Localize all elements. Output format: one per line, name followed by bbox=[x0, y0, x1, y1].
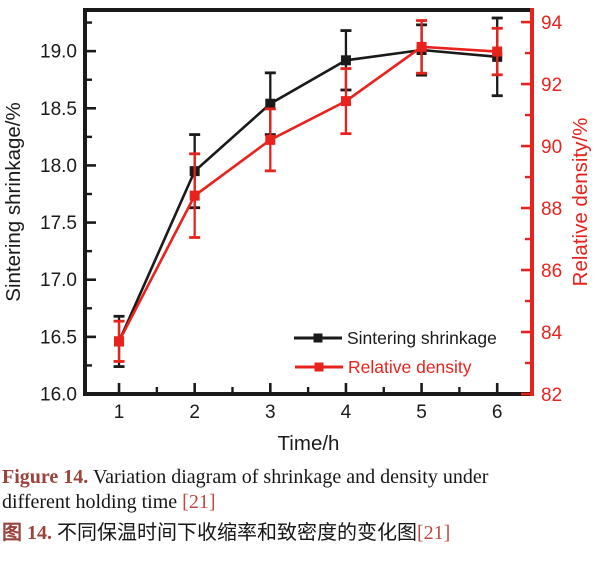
right-axis-tick-label: 84 bbox=[541, 323, 563, 344]
x-axis-tick-label: 1 bbox=[114, 402, 125, 423]
right-axis-tick-label: 86 bbox=[541, 261, 562, 282]
x-axis-tick-label: 6 bbox=[492, 402, 503, 423]
left-axis-tick-label: 17.5 bbox=[40, 213, 77, 234]
data-point-marker bbox=[340, 96, 351, 107]
caption-text-zh: 不同保温时间下收缩率和致密度的变化图 bbox=[57, 522, 417, 544]
left-axis-tick-label: 16.0 bbox=[40, 385, 77, 406]
figure-caption-en: Figure 14. Variation diagram of shrinkag… bbox=[2, 465, 600, 515]
right-axis-tick-label: 90 bbox=[541, 137, 562, 158]
caption-text-en-line1: Variation diagram of shrinkage and densi… bbox=[92, 466, 489, 488]
x-axis-tick-label: 3 bbox=[265, 402, 276, 423]
x-axis-tick-label: 5 bbox=[416, 402, 427, 423]
right-axis: 82 84 86 88 90 92 94 Relative density/% bbox=[521, 8, 592, 406]
right-axis-tick-label: 88 bbox=[541, 199, 562, 220]
data-point-marker bbox=[265, 98, 276, 109]
data-point-marker bbox=[114, 336, 125, 347]
left-axis-tick-label: 19.0 bbox=[40, 42, 77, 63]
data-point-marker bbox=[340, 55, 351, 66]
chart-area: 16.0 16.5 17.0 17.5 18.0 18.5 19.0 Sintering sh… bbox=[2, 8, 592, 455]
data-point-marker bbox=[416, 41, 427, 52]
left-axis-title: Sintering shrinkage/% bbox=[2, 102, 25, 301]
data-point-marker bbox=[265, 134, 276, 145]
legend-marker bbox=[313, 333, 323, 343]
figure-label-zh: 图 14. bbox=[2, 522, 52, 544]
legend-label: Relative density bbox=[348, 357, 472, 377]
figure-caption-zh: 图 14. 不同保温时间下收缩率和致密度的变化图[21] bbox=[2, 521, 600, 546]
series-relative-density bbox=[113, 19, 503, 363]
caption-text-en-line2: different holding time bbox=[2, 491, 178, 513]
citation-link-zh[interactable]: [21] bbox=[417, 522, 451, 544]
right-axis-title: Relative density/% bbox=[569, 118, 592, 287]
series-sintering-shrinkage bbox=[113, 16, 503, 368]
right-axis-tick-label: 94 bbox=[541, 13, 563, 34]
left-axis: 16.0 16.5 17.0 17.5 18.0 18.5 19.0 Sintering sh… bbox=[2, 8, 96, 406]
x-axis-tick-label: 2 bbox=[189, 402, 200, 423]
line-chart: 16.0 16.5 17.0 17.5 18.0 18.5 19.0 Sintering sh… bbox=[2, 8, 592, 455]
right-axis-tick-label: 82 bbox=[541, 385, 562, 406]
legend-label: Sintering shrinkage bbox=[347, 328, 497, 348]
left-axis-tick-label: 18.5 bbox=[40, 99, 77, 120]
legend-marker bbox=[314, 362, 324, 372]
x-axis-title: Time/h bbox=[278, 432, 340, 455]
right-axis-tick-label: 92 bbox=[541, 75, 562, 96]
data-point-marker bbox=[189, 190, 200, 201]
legend: Sintering shrinkage Relative density bbox=[294, 328, 497, 377]
data-point-marker bbox=[492, 46, 503, 57]
left-axis-tick-label: 18.0 bbox=[40, 156, 77, 177]
bottom-axis: 1 2 3 4 5 6 Time/h bbox=[83, 383, 534, 455]
x-axis-tick-label: 4 bbox=[341, 402, 352, 423]
citation-link-en[interactable]: [21] bbox=[182, 491, 216, 513]
left-axis-tick-label: 16.5 bbox=[40, 327, 77, 348]
figure-label-en: Figure 14. bbox=[2, 466, 89, 488]
left-axis-tick-label: 17.0 bbox=[40, 270, 77, 291]
